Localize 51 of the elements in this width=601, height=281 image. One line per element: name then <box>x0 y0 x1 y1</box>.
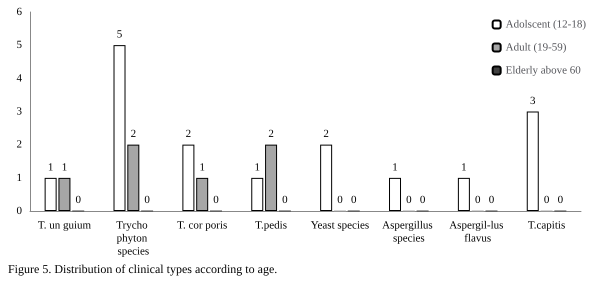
data-label: 0 <box>144 194 150 206</box>
y-tick-label: 6 <box>16 6 22 18</box>
y-tick-label: 0 <box>16 205 22 217</box>
x-tick-label: Yeast species <box>310 220 370 232</box>
x-tick-label: Trycho phyton species <box>116 220 150 258</box>
data-label: 0 <box>213 194 220 206</box>
data-label: 1 <box>392 161 398 174</box>
data-label: 5 <box>116 28 123 41</box>
data-label: 0 <box>558 194 564 206</box>
x-tick-label: T.pedis <box>255 220 287 232</box>
data-label: 1 <box>62 161 68 174</box>
x-tick-label: Aspergillus species <box>382 220 436 244</box>
y-tick-label: 4 <box>16 72 22 84</box>
y-tick-label: 5 <box>16 39 22 52</box>
y-tick-label: 2 <box>16 138 22 151</box>
data-label: 1 <box>254 161 260 174</box>
caption: Figure 5. Distribution of clinical types according to age. <box>8 262 278 276</box>
x-tick-label: T. cor poris <box>177 220 228 232</box>
data-label: 0 <box>474 194 481 206</box>
data-label: 0 <box>420 194 426 206</box>
bar <box>44 178 57 211</box>
legend-label: Elderly above 60 <box>506 64 582 76</box>
bar <box>58 178 70 211</box>
data-label: 0 <box>544 194 550 206</box>
data-label: 0 <box>75 194 82 206</box>
data-label: 0 <box>350 194 357 206</box>
data-label: 2 <box>268 128 274 140</box>
bar <box>458 178 470 211</box>
x-tick-label: Aspergil-lus flavus <box>449 220 506 244</box>
bar <box>389 178 402 211</box>
data-label: 0 <box>282 194 288 206</box>
data-label: 1 <box>461 161 467 174</box>
data-label: 2 <box>323 128 329 140</box>
legend-label: Adult (19-59) <box>506 42 567 54</box>
x-tick-label: T. un guium <box>38 220 92 232</box>
data-label: 0 <box>406 194 412 206</box>
x-tick-label: T.capitis <box>528 220 566 232</box>
bar <box>320 144 332 211</box>
data-label: 2 <box>130 128 136 140</box>
y-tick-label: 1 <box>16 172 22 184</box>
data-label: 2 <box>186 128 192 140</box>
bar <box>526 112 539 211</box>
data-label: 3 <box>530 95 536 107</box>
y-tick-label: 3 <box>16 106 22 118</box>
legend-label: Adolscent (12-18) <box>506 18 586 30</box>
bar <box>127 144 140 211</box>
data-label: 0 <box>488 194 495 206</box>
data-label: 1 <box>199 161 205 174</box>
bar <box>114 45 126 211</box>
data-label: 1 <box>48 161 54 174</box>
data-label: 0 <box>337 194 344 206</box>
